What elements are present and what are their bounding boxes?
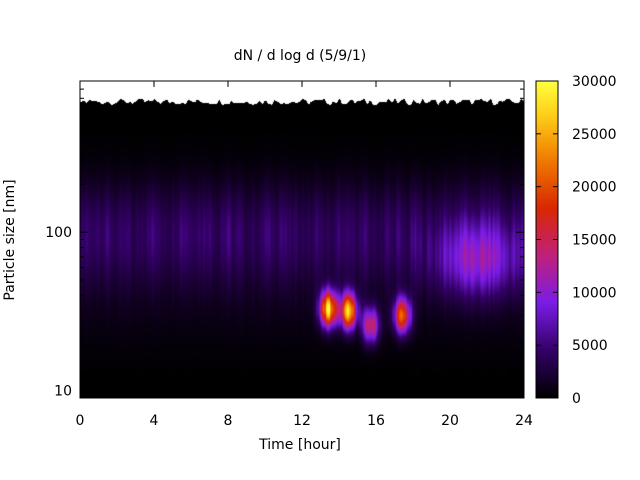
colorbar-tick-label: 20000 — [572, 180, 617, 196]
colorbar-axis: 0 5000 10000 15000 20000 25000 30000 — [536, 74, 617, 407]
x-tick-label: 12 — [293, 413, 311, 429]
y-axis: 10 100 — [45, 80, 524, 400]
x-tick-label: 24 — [515, 413, 533, 429]
x-tick-label: 4 — [150, 413, 159, 429]
x-tick-label: 8 — [224, 413, 233, 429]
colorbar-tick-label: 15000 — [572, 233, 617, 249]
heatmap-surface — [80, 81, 524, 398]
y-tick-label: 10 — [54, 384, 72, 400]
x-tick-label: 20 — [441, 413, 459, 429]
x-axis-label: Time [hour] — [258, 437, 341, 453]
x-tick-label: 0 — [76, 413, 85, 429]
x-axis: 0 4 8 12 16 20 24 — [76, 81, 533, 429]
colorbar-tick-label: 25000 — [572, 127, 617, 143]
colorbar-tick-label: 5000 — [572, 338, 608, 354]
colorbar-tick-label: 10000 — [572, 285, 617, 301]
chart-title: dN / d log d (5/9/1) — [234, 48, 367, 64]
colorbar-tick-label: 0 — [572, 391, 581, 407]
colorbar-tick-label: 30000 — [572, 74, 617, 90]
y-axis-label: Particle size [nm] — [2, 179, 18, 300]
y-tick-label: 100 — [45, 225, 72, 241]
x-tick-label: 16 — [367, 413, 385, 429]
